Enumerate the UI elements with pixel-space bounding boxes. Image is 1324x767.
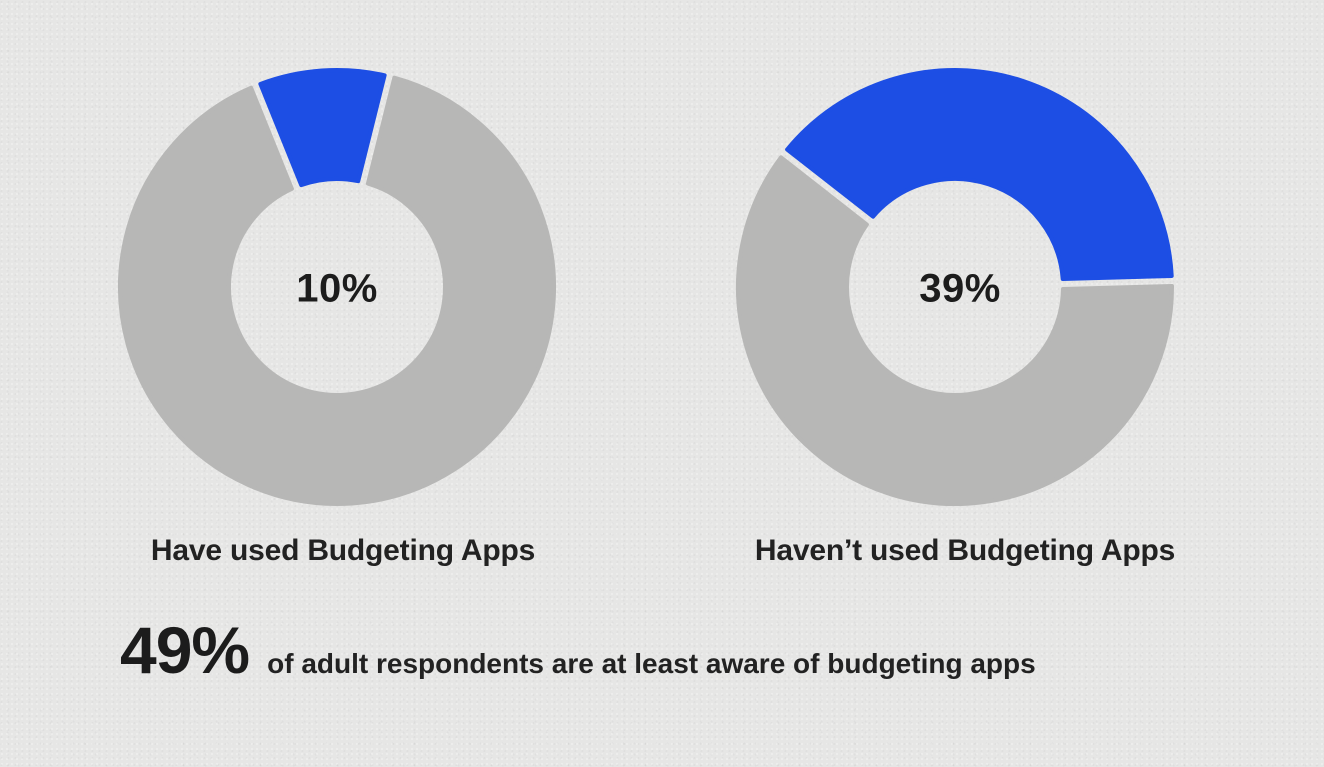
donut-segment-highlight [785, 68, 1174, 281]
summary-percentage: 49% [120, 613, 250, 687]
caption-have-used: Have used Budgeting Apps [150, 534, 536, 567]
donut-segment-remainder [118, 75, 556, 506]
donut-segment-highlight [258, 68, 387, 188]
donut-center-label-have-used: 10% [296, 266, 378, 311]
donut-center-label-havent-used: 39% [919, 266, 1001, 311]
donut-chart-havent-used [736, 68, 1175, 506]
caption-havent-used: Haven’t used Budgeting Apps [754, 534, 1176, 567]
donut-segment-remainder [736, 155, 1175, 506]
summary-text: of adult respondents are at least aware … [267, 648, 1036, 679]
donut-chart-have-used [118, 68, 556, 506]
summary-statement: 49% of adult respondents are at least aw… [120, 612, 1036, 688]
